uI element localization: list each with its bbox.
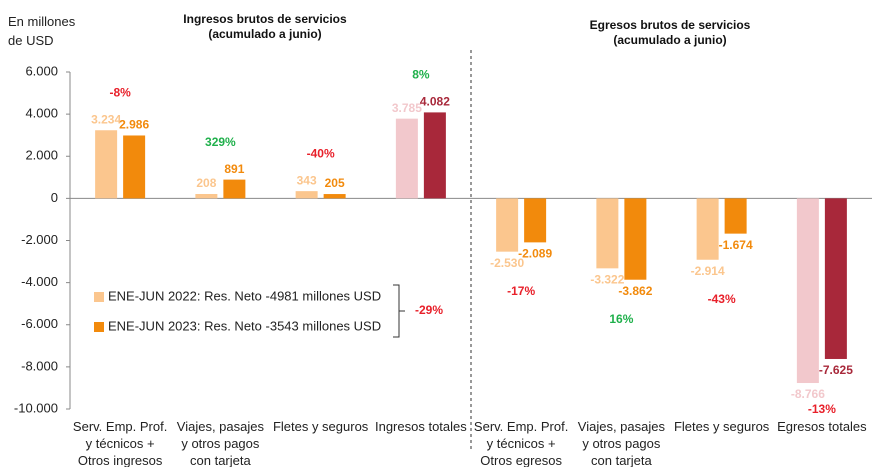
value-label: 205 (325, 176, 345, 190)
y-tick-label: -6.000 (21, 316, 58, 331)
value-label: 891 (224, 162, 244, 176)
legend-label: ENE-JUN 2022: Res. Neto -4981 millones U… (108, 288, 381, 303)
bar (696, 198, 719, 260)
x-tick-label: Fletes y seguros (272, 419, 369, 434)
bar (123, 135, 146, 199)
bar (295, 191, 318, 199)
change-label: -17% (507, 284, 535, 298)
y-tick-label: -4.000 (21, 274, 58, 289)
bar (395, 118, 418, 199)
bar (724, 198, 747, 234)
y-tick-label: 6.000 (25, 63, 58, 78)
y-tick-label: -10.000 (14, 400, 58, 415)
legend-swatch (94, 292, 104, 302)
change-label: 329% (205, 135, 236, 149)
bar (824, 198, 847, 359)
change-label: 16% (609, 312, 633, 326)
bar (796, 198, 819, 384)
legend-bracket (393, 284, 405, 338)
change-label: -43% (708, 292, 736, 306)
value-label: 2.986 (119, 118, 149, 132)
value-label: -2.914 (691, 264, 725, 278)
change-label: -13% (808, 402, 836, 416)
value-label: 343 (297, 173, 317, 187)
y-tick-label: -2.000 (21, 232, 58, 247)
change-label: -8% (109, 85, 131, 99)
x-tick-label: Viajes, pasajes y otros pagos con tarjet… (577, 419, 665, 467)
value-label: -2.530 (490, 256, 524, 270)
y-tick-label: -8.000 (21, 358, 58, 373)
value-label: -2.089 (518, 247, 552, 261)
value-label: -1.674 (719, 238, 753, 252)
value-label: 4.082 (420, 95, 450, 109)
value-label: 208 (196, 176, 216, 190)
legend-label: ENE-JUN 2023: Res. Neto -3543 millones U… (108, 318, 381, 333)
value-label: 3.785 (392, 101, 422, 115)
value-label: -8.766 (791, 387, 825, 401)
legend-swatch (94, 322, 104, 332)
x-tick-label: Ingresos totales (374, 419, 467, 434)
y-tick-label: 0 (51, 190, 58, 205)
panel-title: Egresos brutos de servicios (acumulado a… (589, 18, 751, 47)
x-tick-label: Egresos totales (777, 419, 867, 434)
x-tick-label: Fletes y seguros (673, 419, 770, 434)
value-label: -7.625 (819, 363, 853, 377)
change-label: -40% (307, 146, 335, 160)
bar (596, 198, 619, 269)
legend-note: -29% (415, 303, 443, 317)
bar (195, 193, 218, 199)
panel-title: Ingresos brutos de servicios (acumulado … (183, 12, 347, 41)
bar (423, 112, 446, 199)
y-tick-label: 2.000 (25, 148, 58, 163)
bar (323, 194, 346, 199)
y-tick-label: 4.000 (25, 106, 58, 121)
value-label: 3.234 (91, 112, 121, 126)
value-label: -3.862 (618, 284, 652, 298)
bar (496, 198, 519, 252)
x-tick-label: Viajes, pasajes y otros pagos con tarjet… (176, 419, 264, 467)
value-label: -3.322 (590, 273, 624, 287)
bar (524, 198, 547, 243)
bar (95, 130, 118, 199)
bar (624, 198, 647, 280)
change-label: 8% (412, 68, 430, 82)
y-axis-label: En millones de USD (8, 14, 76, 48)
x-tick-label: Serv. Emp. Prof. y técnicos + Otros egre… (473, 419, 569, 467)
bar (223, 179, 246, 199)
x-tick-label: Serv. Emp. Prof. y técnicos + Otros ingr… (72, 419, 168, 467)
